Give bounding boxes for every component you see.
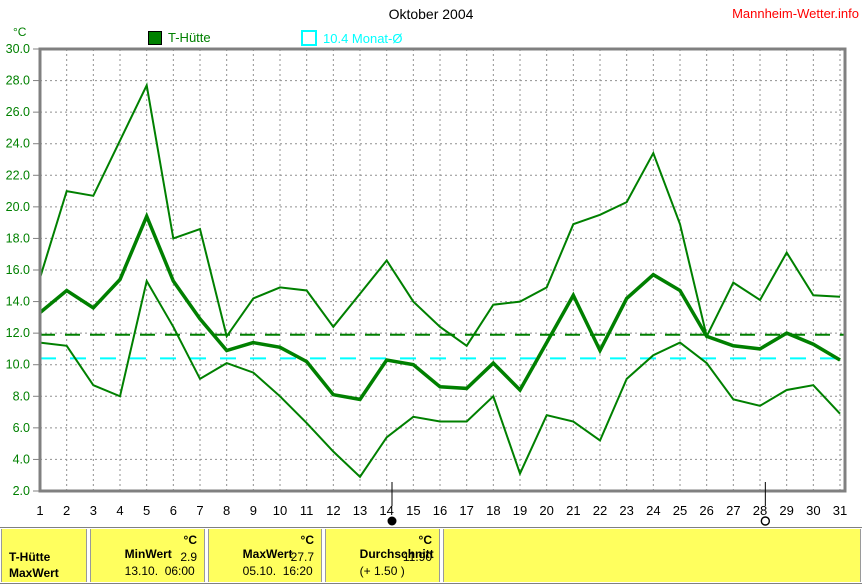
- legend-monat-avg: 10.4 Monat-Ø: [301, 30, 403, 46]
- avg-value-row: (+ 1.50 ) 11.90: [333, 550, 432, 578]
- x-axis-tick-label: 2: [63, 503, 70, 518]
- x-axis-tick-label: 29: [779, 503, 793, 518]
- temperature-plot: 30.028.026.024.022.020.018.016.014.012.0…: [6, 42, 847, 526]
- max-value: 27.7: [290, 550, 314, 564]
- y-axis-tick-label: 4.0: [13, 452, 30, 466]
- stats-bar: T-Hütte MaxWert MinWert °C 13.10. 06:00 …: [0, 527, 862, 584]
- y-axis-tick-label: 24.0: [6, 137, 30, 151]
- max-header-row: MaxWert °C: [216, 533, 314, 561]
- x-axis-tick-label: 8: [223, 503, 230, 518]
- x-axis-tick-label: 7: [196, 503, 203, 518]
- max-datetime: 05.10. 16:20: [242, 564, 313, 578]
- x-axis-tick-label: 5: [143, 503, 150, 518]
- max-header: MaxWert: [242, 547, 293, 561]
- min-header-row: MinWert °C: [98, 533, 197, 561]
- x-axis-tick-label: 26: [699, 503, 713, 518]
- max-stats-panel: MaxWert °C 05.10. 16:20 27.7: [208, 529, 322, 582]
- avg-header: Durchschnitt: [359, 547, 434, 561]
- x-axis-tick-label: 22: [593, 503, 607, 518]
- max-value-row: 05.10. 16:20 27.7: [216, 550, 314, 578]
- y-axis-tick-label: 16.0: [6, 263, 30, 277]
- x-axis-tick-label: 27: [726, 503, 740, 518]
- y-axis-tick-label: 14.0: [6, 295, 30, 309]
- page-title: Oktober 2004: [388, 6, 474, 22]
- min-value: 2.9: [180, 550, 197, 564]
- x-axis-tick-label: 1: [36, 503, 43, 518]
- min-unit: °C: [183, 533, 197, 547]
- y-axis-tick-label: 2.0: [13, 484, 30, 498]
- x-axis-tick-label: 16: [433, 503, 447, 518]
- x-axis-tick-label: 19: [513, 503, 527, 518]
- plot-frame: [38, 47, 847, 493]
- x-axis-tick-label: 30: [806, 503, 820, 518]
- max-unit: °C: [300, 533, 314, 547]
- avg-unit: °C: [418, 533, 432, 547]
- mean-temp-line: [38, 211, 841, 402]
- x-axis-tick-label: 25: [673, 503, 687, 518]
- new-moon-icon: [387, 516, 397, 526]
- avg-header-row: Durchschnitt °C: [333, 533, 434, 561]
- min-datetime: 13.10. 06:00: [124, 564, 195, 578]
- y-axis-tick-label: 30.0: [6, 42, 30, 56]
- y-axis-tick-label: 28.0: [6, 74, 30, 88]
- t-huette-swatch-icon: [148, 30, 162, 45]
- monat-avg-swatch-icon: [301, 30, 317, 46]
- x-axis-tick-label: 17: [459, 503, 473, 518]
- y-axis-tick-label: 20.0: [6, 200, 30, 214]
- y-axis-tick-label: 10.0: [6, 358, 30, 372]
- min-stats-panel: MinWert °C 13.10. 06:00 2.9: [90, 529, 205, 582]
- y-axis-tick-label: 26.0: [6, 105, 30, 119]
- full-moon-icon: [760, 516, 771, 526]
- x-axis-tick-label: 6: [170, 503, 177, 518]
- x-axis-tick-label: 31: [833, 503, 847, 518]
- min-value-row: 13.10. 06:00 2.9: [98, 550, 197, 578]
- site-link[interactable]: Mannheim-Wetter.info: [732, 6, 859, 21]
- x-axis-tick-label: 28: [753, 503, 767, 518]
- min-temp-line: [39, 278, 841, 479]
- x-axis-tick-label: 23: [619, 503, 633, 518]
- x-axis-tick-label: 15: [406, 503, 420, 518]
- y-axis-tick-label: 6.0: [13, 421, 30, 435]
- avg-stats-panel: Durchschnitt °C (+ 1.50 ) 11.90: [325, 529, 440, 582]
- legend-t-huette: T-Hütte: [148, 30, 211, 45]
- x-axis-tick-label: 10: [273, 503, 287, 518]
- y-axis-tick-label: 22.0: [6, 168, 30, 182]
- x-axis-tick-label: 24: [646, 503, 660, 518]
- x-axis-tick-label: 11: [300, 503, 314, 518]
- legend-monat-avg-label: 10.4 Monat-Ø: [323, 30, 403, 46]
- x-axis-tick-label: 14: [379, 503, 393, 518]
- legend-t-huette-label: T-Hütte: [168, 30, 211, 45]
- avg-deviation: (+ 1.50 ): [359, 564, 405, 578]
- empty-stats-panel: [443, 529, 861, 582]
- x-axis-tick-label: 4: [116, 503, 123, 518]
- stats-row-label-panel: T-Hütte MaxWert: [1, 529, 87, 582]
- x-axis-tick-label: 12: [326, 503, 340, 518]
- avg-value: 11.90: [402, 550, 432, 564]
- x-axis-tick-label: 3: [90, 503, 97, 518]
- x-axis-tick-label: 9: [250, 503, 257, 518]
- x-axis-tick-label: 18: [486, 503, 500, 518]
- y-axis-unit-label: °C: [13, 25, 27, 39]
- y-axis-tick-label: 18.0: [6, 231, 30, 245]
- x-axis-tick-label: 13: [353, 503, 367, 518]
- sensor-name-label: T-Hütte: [9, 550, 51, 564]
- y-axis-tick-label: 8.0: [13, 389, 30, 403]
- curve-set-label: MaxWert: [9, 566, 59, 580]
- x-axis-tick-label: 20: [539, 503, 553, 518]
- x-axis-tick-label: 21: [566, 503, 580, 518]
- min-header: MinWert: [124, 547, 172, 561]
- y-axis-tick-label: 12.0: [6, 326, 30, 340]
